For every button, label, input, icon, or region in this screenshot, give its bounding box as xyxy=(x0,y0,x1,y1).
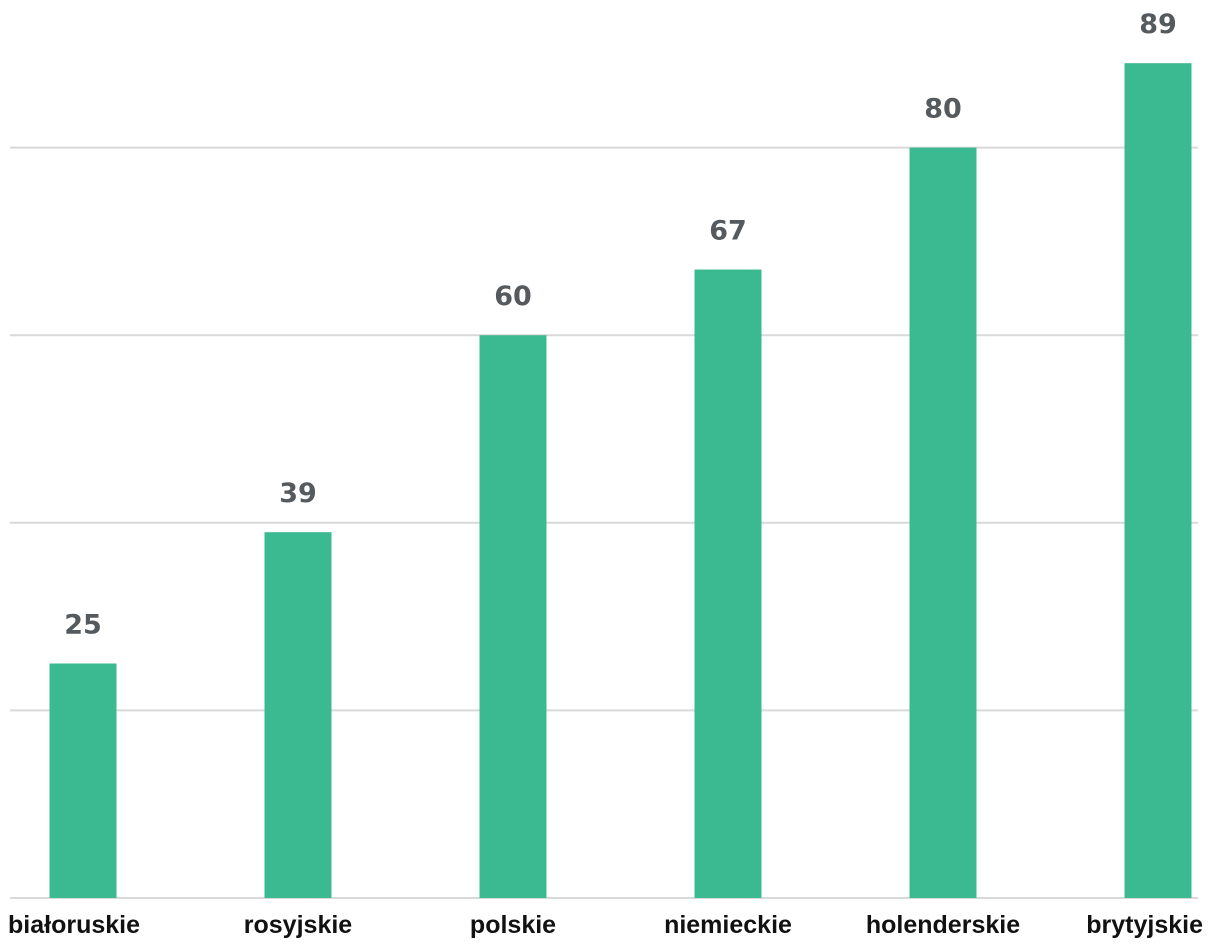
category-label-5: brytyjskie xyxy=(1086,911,1203,939)
data-label-5: 89 xyxy=(1139,9,1177,40)
bars xyxy=(49,63,1192,899)
gridlines xyxy=(10,146,1198,899)
category-labels: białoruskie rosyjskie polskie niemieckie hol… xyxy=(8,911,1203,939)
data-label-1: 39 xyxy=(279,478,317,509)
bar-5 xyxy=(1124,63,1192,899)
bar-0 xyxy=(49,663,117,898)
bar-3 xyxy=(694,269,762,898)
data-label-0: 25 xyxy=(64,610,102,641)
data-labels: 25 39 60 67 80 89 xyxy=(64,9,1177,640)
bar-4 xyxy=(909,147,977,899)
data-label-4: 80 xyxy=(924,94,962,125)
category-label-3: niemieckie xyxy=(664,911,792,939)
category-label-0: białoruskie xyxy=(8,911,140,939)
bar-1 xyxy=(264,532,332,898)
category-label-2: polskie xyxy=(470,911,556,939)
data-label-3: 67 xyxy=(709,216,747,247)
data-label-2: 60 xyxy=(494,281,532,312)
category-label-1: rosyjskie xyxy=(244,911,353,939)
bar-2 xyxy=(479,335,547,898)
category-label-4: holenderskie xyxy=(866,911,1020,939)
